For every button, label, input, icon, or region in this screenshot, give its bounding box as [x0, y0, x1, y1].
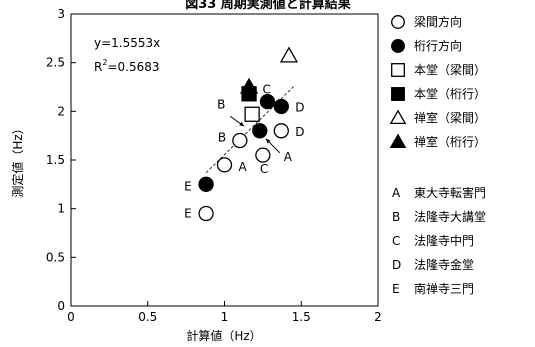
- legend-marker: [391, 15, 405, 29]
- building-name: 法隆寺大講堂: [414, 209, 486, 224]
- building-letter: A: [392, 186, 401, 200]
- building-name: 法隆寺金堂: [414, 257, 474, 272]
- legend-label: 桁行方向: [414, 38, 462, 53]
- data-points: [198, 46, 299, 222]
- data-point: [244, 106, 260, 122]
- point-label: A: [239, 160, 248, 174]
- point-label: B: [217, 97, 225, 111]
- y-tick-label: 0: [57, 299, 65, 313]
- legend-marker: [391, 39, 405, 53]
- y-tick-label: 2: [57, 104, 65, 118]
- point-label: E: [184, 179, 192, 193]
- data-point: [279, 46, 299, 63]
- building-letter: E: [392, 282, 400, 296]
- data-point: [273, 123, 289, 139]
- data-point: [216, 157, 233, 173]
- chart-title: 図33 周期実測値と計算結果: [185, 0, 351, 12]
- r-squared-label: R2=0.5683: [94, 58, 159, 74]
- point-label: C: [260, 162, 268, 176]
- point-label: C: [262, 83, 270, 97]
- legend-label: 本堂（梁間）: [414, 62, 486, 77]
- x-tick-label: 0.5: [138, 310, 157, 324]
- y-tick-label: 3: [57, 7, 65, 21]
- legend-marker: [389, 109, 407, 125]
- building-letter: D: [392, 258, 401, 272]
- building-letter: B: [392, 210, 400, 224]
- legend-label: 禅室（桁行）: [414, 134, 486, 149]
- data-point: [239, 77, 259, 94]
- point-label: D: [295, 100, 304, 114]
- r-squared-sup: 2: [102, 58, 107, 67]
- data-point: [252, 123, 268, 139]
- x-tick-label: 2: [374, 310, 382, 324]
- building-legend: A 東大寺転害門 B 法隆寺大講堂 C 法隆寺中門 D 法隆寺金堂 E 南禅寺三門: [392, 185, 486, 296]
- point-label: B: [218, 131, 226, 145]
- point-label: D: [295, 125, 304, 139]
- data-point: [273, 98, 289, 115]
- y-tick-label: 2.5: [46, 56, 65, 70]
- y-axis-title: 測定値（Hz）: [10, 122, 25, 197]
- x-tick-label: 1: [221, 310, 229, 324]
- x-tick-label: 0: [67, 310, 75, 324]
- legend-label: 梁間方向: [414, 14, 462, 29]
- data-point: [259, 93, 276, 110]
- building-name: 法隆寺中門: [414, 233, 474, 248]
- equation-label: y=1.5553x: [94, 36, 160, 50]
- label-arrows: [229, 115, 281, 154]
- data-point: [198, 176, 214, 192]
- arrow-head: [239, 121, 245, 127]
- building-letter: C: [392, 234, 400, 248]
- y-tick-label: 1.5: [46, 153, 65, 167]
- x-tick-label: 1.5: [292, 310, 311, 324]
- legend-label: 禅室（梁間）: [414, 110, 486, 125]
- y-tick-label: 1: [57, 202, 65, 216]
- legend-marker: [391, 63, 405, 77]
- x-axis-title: 計算値（Hz）: [186, 328, 261, 343]
- building-name: 東大寺転害門: [414, 185, 486, 200]
- data-point: [198, 205, 214, 222]
- r-squared-prefix: R: [94, 60, 102, 74]
- y-tick-label: 0.5: [46, 250, 65, 264]
- r-squared-value: =0.5683: [107, 60, 159, 74]
- arrow-head: [265, 138, 271, 144]
- point-label: E: [184, 207, 192, 221]
- legend-marker: [389, 133, 407, 149]
- axis-ticks: 0 0.5 1 1.5 2 0 0.5 1 1.5 2 2.5 3: [46, 7, 382, 324]
- legend-label: 本堂（桁行）: [414, 87, 486, 101]
- legend-marker: [391, 87, 405, 101]
- data-point: [232, 132, 248, 149]
- data-point: [255, 147, 271, 163]
- building-name: 南禅寺三門: [414, 281, 474, 296]
- point-label: A: [284, 150, 293, 164]
